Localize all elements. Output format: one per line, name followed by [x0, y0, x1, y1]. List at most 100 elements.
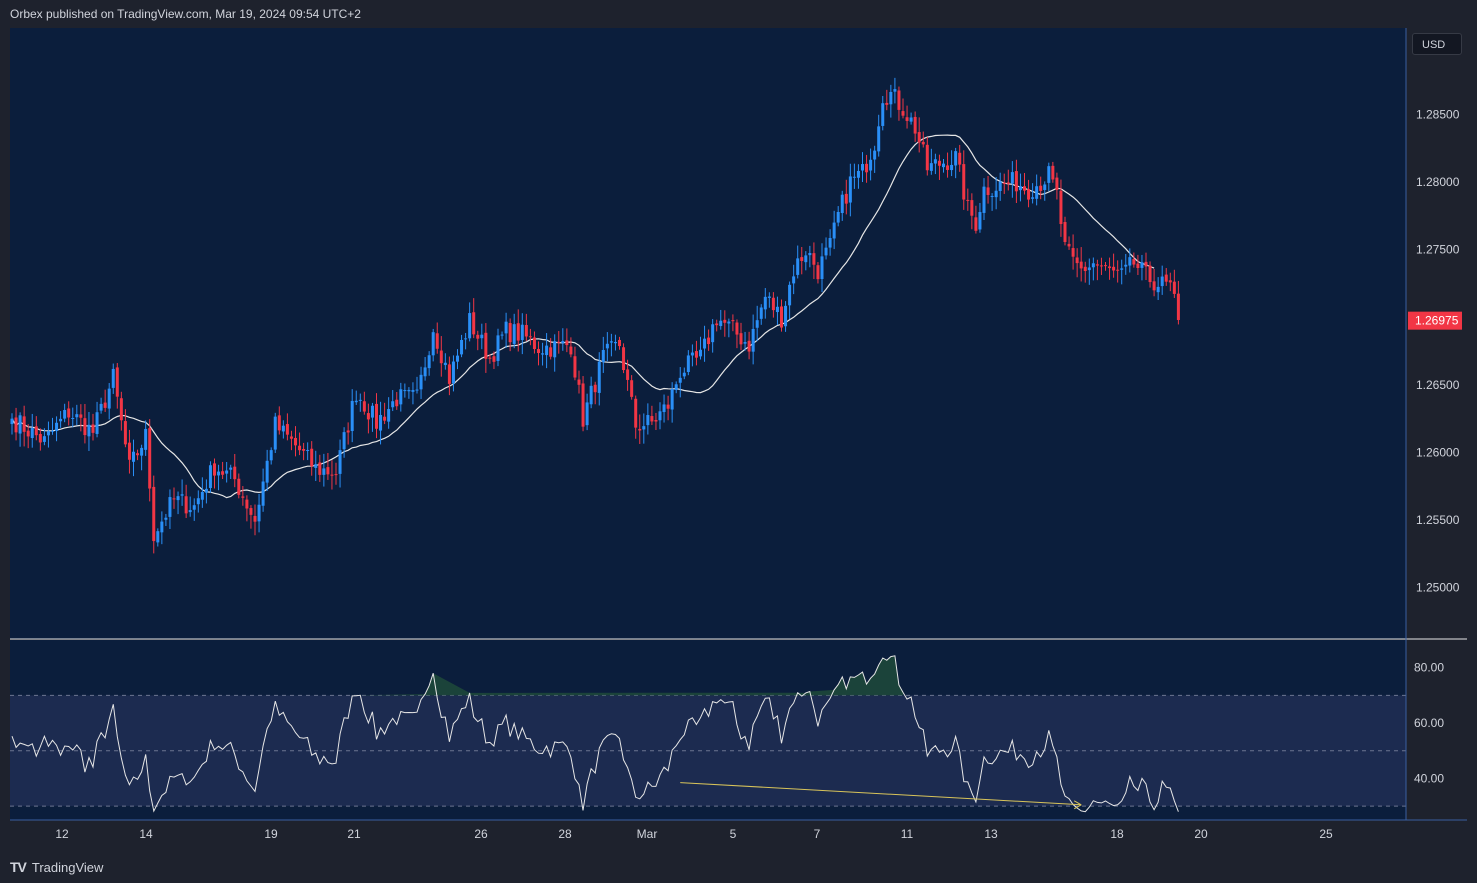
tradingview-footer[interactable]: TV TradingView	[10, 859, 103, 875]
candle	[537, 341, 540, 366]
candle	[982, 178, 986, 220]
last-price-badge	[1408, 311, 1462, 330]
time-tick-label: 12	[55, 827, 69, 841]
candle-body	[699, 349, 702, 357]
candle-body	[484, 332, 488, 359]
candle-body	[188, 510, 192, 513]
candle-body	[160, 521, 164, 533]
candle	[180, 479, 184, 506]
candle	[395, 392, 399, 410]
candle	[480, 323, 484, 350]
candle-body	[492, 356, 496, 362]
candle-body	[569, 346, 573, 355]
last-price-text: 1.26975	[1415, 314, 1459, 328]
candle	[55, 416, 59, 442]
candle	[1014, 159, 1018, 204]
candle	[427, 351, 431, 376]
candle-body	[358, 399, 362, 401]
candle	[642, 413, 646, 444]
candle-body	[103, 402, 107, 408]
candle-body	[622, 347, 626, 371]
candle	[585, 393, 589, 431]
candle-body	[994, 190, 998, 198]
candle	[848, 163, 852, 217]
candle-body	[51, 430, 54, 432]
candle	[1071, 234, 1075, 270]
candle-body	[897, 90, 901, 110]
divergence-line	[680, 782, 1082, 806]
candle	[618, 336, 621, 350]
candle	[650, 405, 654, 425]
candle	[289, 430, 293, 451]
candle	[755, 305, 759, 342]
candle	[225, 462, 229, 483]
candle-body	[731, 320, 735, 322]
candle	[152, 475, 156, 554]
candle	[1160, 265, 1164, 295]
candle-body	[962, 164, 966, 200]
candle-body	[909, 117, 913, 122]
candle-body	[739, 333, 743, 345]
candle	[597, 352, 601, 406]
candle-body	[152, 486, 156, 542]
candle	[990, 193, 994, 211]
candle	[861, 152, 864, 183]
candle-body	[59, 418, 63, 422]
candle-body	[630, 380, 634, 397]
candle-body	[1006, 182, 1010, 184]
candle-body	[217, 471, 221, 476]
candle	[1067, 236, 1071, 250]
divergence-arrow-icon	[1073, 800, 1082, 810]
candle-body	[792, 276, 796, 284]
attribution-header: Orbex published on TradingView.com, Mar …	[0, 0, 1477, 28]
candle-body	[208, 465, 212, 488]
price-axis[interactable]: 1.250001.255001.260001.265001.270001.275…	[1416, 108, 1460, 595]
candle	[1023, 173, 1026, 195]
candle-body	[1168, 280, 1172, 283]
candle-body	[326, 467, 330, 475]
currency-button[interactable]: USD	[1412, 33, 1462, 55]
candle	[257, 493, 261, 533]
candle-body	[18, 415, 22, 434]
candle-body	[83, 418, 87, 436]
candle	[767, 292, 771, 308]
candle	[852, 163, 856, 189]
candle-body	[22, 416, 26, 432]
candle	[622, 343, 626, 374]
candle-body	[225, 470, 229, 474]
candle-body	[298, 445, 302, 451]
candle-body	[933, 159, 937, 164]
candle-body	[942, 163, 945, 168]
candle-body	[350, 400, 354, 432]
candle	[1124, 253, 1128, 275]
time-axis[interactable]: 12 14 19 21 26 28 Mar 5 7 11 13 18 20 25	[55, 827, 1333, 841]
candle-body	[1156, 286, 1160, 293]
candle	[18, 412, 22, 447]
candle	[682, 367, 686, 380]
candle	[411, 382, 415, 405]
candle-body	[678, 377, 682, 383]
candle-body	[856, 170, 860, 178]
candle	[350, 389, 354, 443]
candle-body	[946, 165, 950, 170]
candle-body	[387, 409, 391, 422]
candle-body	[796, 258, 800, 275]
candle-body	[601, 350, 605, 363]
candle	[115, 363, 119, 409]
candle-body	[747, 340, 751, 352]
candle-body	[261, 481, 265, 506]
candle-body	[127, 442, 131, 460]
candle	[1099, 257, 1103, 275]
candle	[954, 147, 958, 179]
candle-body	[618, 339, 621, 347]
candle-body	[650, 416, 654, 422]
candle-body	[735, 322, 739, 335]
candle-body	[885, 102, 889, 105]
candle	[512, 313, 516, 349]
candle	[666, 395, 670, 421]
candle	[358, 393, 362, 412]
candle	[735, 319, 739, 349]
candle-body	[391, 401, 395, 408]
price-tick-label: 1.26000	[1416, 445, 1460, 459]
